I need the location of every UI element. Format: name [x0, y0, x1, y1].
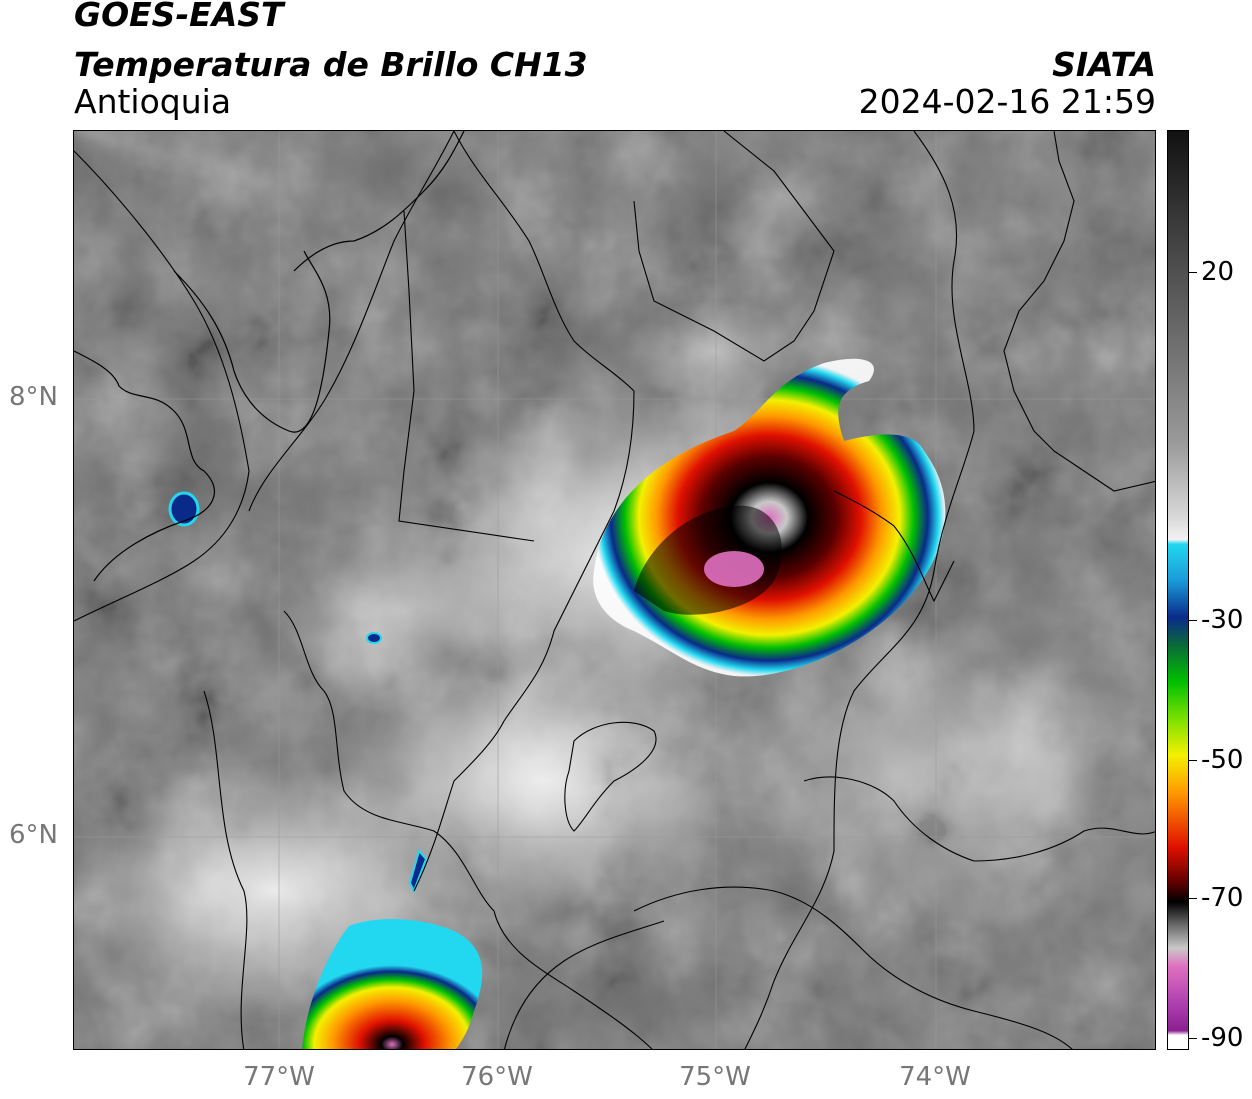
lon-tick-75w: 75°W [679, 1062, 751, 1092]
storm-cells-small [168, 491, 428, 894]
lon-tick-77w: 77°W [243, 1062, 315, 1092]
map-canvas [74, 131, 1155, 1049]
lon-tick-74w: 74°W [899, 1062, 971, 1092]
datetime-label: 2024-02-16 21:59 [858, 82, 1156, 121]
colorbar-label-minus30: -30 [1201, 605, 1244, 635]
colorbar-tick-minus70 [1189, 898, 1197, 899]
colorbar-label-minus90: -90 [1201, 1023, 1244, 1053]
storm-cell-main [593, 358, 946, 677]
lat-tick-6n: 6°N [9, 820, 58, 850]
product-subtitle: Temperatura de Brillo CH13 [74, 45, 588, 84]
colorbar-tick-minus90 [1189, 1038, 1197, 1039]
colorbar-tick-minus30 [1189, 620, 1197, 621]
colorbar-label-20: 20 [1201, 257, 1235, 287]
lat-tick-8n: 8°N [9, 382, 58, 412]
organization-label: SIATA [1052, 45, 1156, 84]
coastline [74, 131, 465, 582]
colorbar-label-minus50: -50 [1201, 745, 1244, 775]
storm-cell-south [302, 919, 483, 1049]
lon-tick-76w: 76°W [461, 1062, 533, 1092]
temperature-colorbar [1167, 130, 1189, 1050]
colorbar-tick-20 [1189, 272, 1197, 273]
administrative-boundaries [74, 131, 1155, 1049]
colorbar-label-minus70: -70 [1201, 883, 1244, 913]
satellite-map [73, 130, 1156, 1050]
product-title: GOES-EAST [74, 0, 284, 34]
colorbar-tick-minus50 [1189, 760, 1197, 761]
region-label: Antioquia [74, 82, 232, 121]
